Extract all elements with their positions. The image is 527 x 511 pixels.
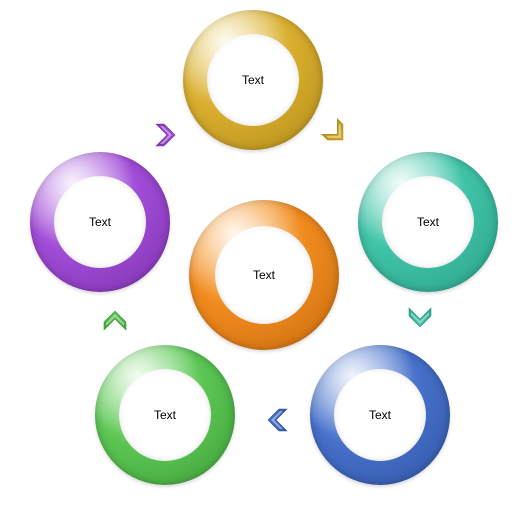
cycle-arrow-c2: [406, 306, 434, 334]
ring-bottom-left: Text: [95, 345, 235, 485]
cycle-diagram: TextTextTextTextTextText: [0, 0, 527, 511]
cycle-arrow-c5: [154, 121, 182, 149]
ring-center: Text: [189, 200, 339, 350]
cycle-arrow-c1: [318, 115, 358, 155]
cycle-arrow-c3: [261, 406, 289, 434]
ring-right: Text: [358, 152, 498, 292]
ring-inner: [215, 226, 313, 324]
ring-inner: [382, 176, 474, 268]
ring-bottom-right: Text: [310, 345, 450, 485]
ring-inner: [207, 34, 299, 126]
cycle-arrow-c4: [101, 304, 129, 332]
ring-inner: [54, 176, 146, 268]
ring-left: Text: [30, 152, 170, 292]
ring-inner: [334, 369, 426, 461]
ring-top: Text: [183, 10, 323, 150]
ring-inner: [119, 369, 211, 461]
